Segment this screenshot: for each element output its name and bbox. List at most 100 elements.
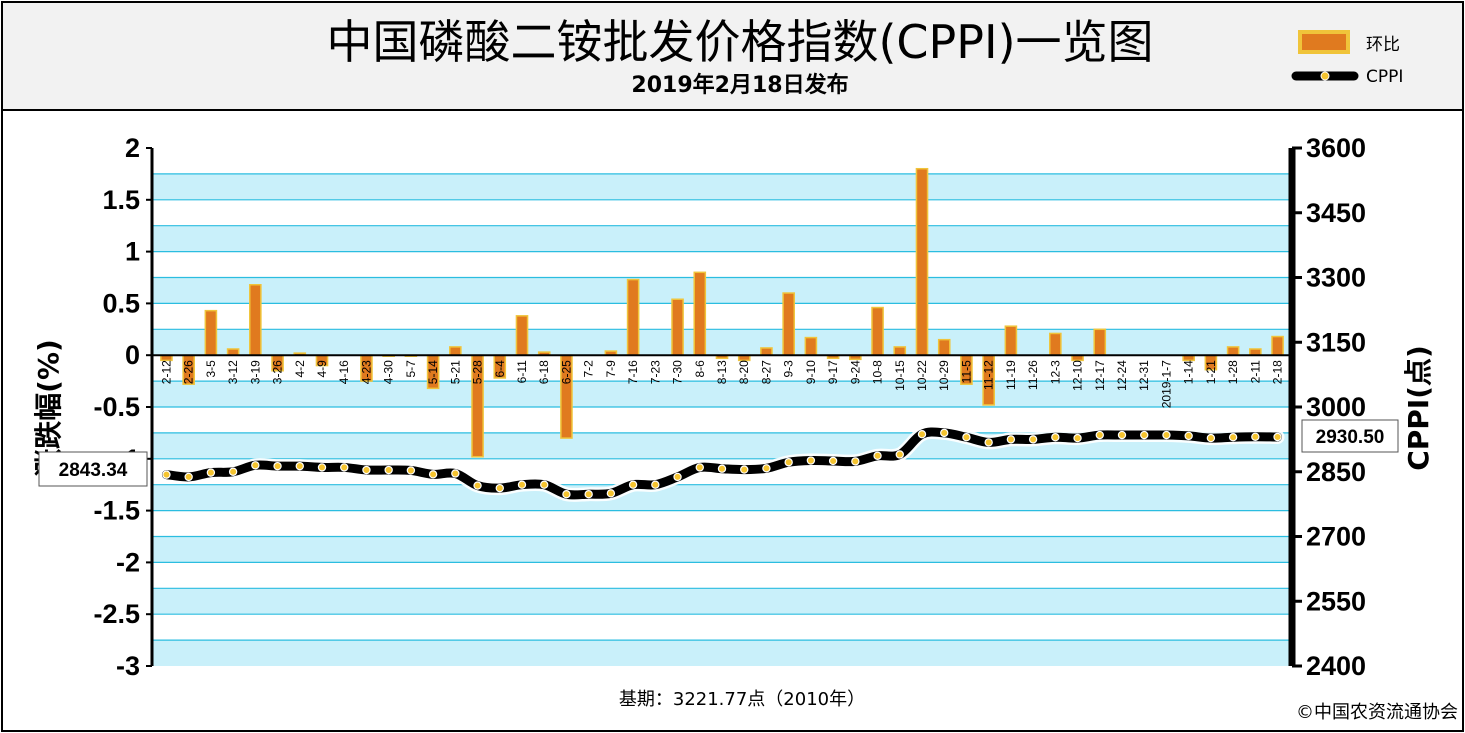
x-tick-label: 8-20	[737, 360, 751, 384]
x-tick-label: 4-16	[337, 360, 351, 384]
cppi-point-3-5	[206, 468, 216, 477]
bar-7-30	[671, 298, 684, 356]
cppi-point-3-26	[273, 461, 282, 471]
chart-frame	[1, 109, 1464, 732]
bar-6-11	[515, 315, 529, 356]
cppi-point-11-26	[1028, 435, 1038, 444]
bar-11-19	[1004, 325, 1018, 356]
bar-12-17	[1093, 328, 1107, 356]
line-series	[159, 425, 1285, 502]
bar-9-10	[804, 336, 818, 356]
cppi-point-1-14	[1184, 431, 1193, 441]
left-tick-label: 1.5	[102, 185, 140, 215]
right-tick-label: 3000	[1306, 392, 1366, 422]
left-tick-label: 0.5	[102, 288, 140, 318]
cppi-point-9-24	[851, 457, 860, 466]
x-tick-label: 12-31	[1137, 360, 1151, 391]
x-tick-label: 11-19	[1004, 360, 1018, 390]
x-tick-label: 2-26	[182, 360, 196, 384]
cppi-point-10-8	[873, 451, 882, 460]
cppi-point-6-4	[495, 483, 504, 493]
x-tick-label: 5-14	[426, 360, 440, 384]
x-tick-label: 8-13	[715, 360, 729, 384]
x-tick-label: 4-30	[382, 360, 396, 384]
bar-7-16	[626, 278, 640, 356]
cppi-point-8-13	[717, 464, 727, 473]
left-tick-label: 1	[125, 237, 140, 267]
plot-band	[152, 355, 1292, 382]
x-tick-label: 2-12	[159, 360, 173, 384]
x-tick-label: 6-11	[515, 360, 529, 383]
cppi-point-7-2	[584, 489, 593, 499]
cppi-point-2-11	[1251, 432, 1260, 441]
x-tick-label: 9-24	[848, 360, 862, 384]
x-tick-label: 3-12	[226, 360, 240, 384]
cppi-point-11-5	[962, 433, 971, 442]
x-tick-label: 11-12	[982, 360, 996, 390]
x-tick-label: 9-3	[782, 360, 796, 378]
right-axis-title: CPPI(点)	[1402, 345, 1435, 471]
cppi-point-9-10	[806, 456, 816, 465]
cppi-point-8-20	[740, 465, 749, 474]
x-tick-label: 2-18	[1271, 360, 1285, 384]
cppi-point-4-9	[317, 463, 327, 472]
cppi-point-12-17	[1095, 430, 1104, 440]
left-tick-label: -0.5	[93, 392, 140, 422]
x-tick-label: 2019-1-7	[1159, 360, 1173, 408]
left-tick-label: -3	[116, 651, 140, 681]
plot-band	[152, 614, 1292, 641]
right-tick-label: 3450	[1306, 198, 1366, 228]
end-value-box	[1301, 419, 1399, 453]
cppi-point-5-21	[451, 469, 460, 478]
left-tick-label: -2	[116, 547, 140, 577]
plot-band	[152, 588, 1292, 615]
cppi-point-11-19	[1006, 435, 1016, 444]
x-tick-label: 5-21	[448, 360, 462, 384]
cppi-point-3-19	[251, 461, 260, 470]
cppi-point-7-23	[651, 480, 660, 489]
plot-band	[152, 251, 1292, 278]
cppi-point-1-28	[1228, 433, 1238, 442]
plot-band	[152, 329, 1292, 356]
cppi-point-11-12	[984, 438, 993, 447]
x-tick-label: 6-25	[559, 360, 573, 384]
x-tick-label: 3-5	[204, 360, 218, 378]
cppi-point-1-21	[1206, 433, 1216, 443]
x-tick-label: 2-11	[1248, 360, 1262, 383]
bar-3-5	[204, 309, 218, 356]
x-tick-label: 6-4	[493, 360, 507, 378]
cppi-point-3-12	[228, 467, 238, 476]
cppi-point-10-15	[895, 450, 904, 459]
cppi-point-12-10	[1073, 433, 1082, 443]
x-tick-label: 11-26	[1026, 360, 1040, 390]
end-value-text: 2930.50	[1316, 427, 1385, 448]
copyright-note: ©中国农资流通协会	[1296, 702, 1458, 723]
x-tick-label: 12-3	[1048, 360, 1062, 384]
legend-line-label: CPPI	[1366, 67, 1403, 87]
bar-10-29	[937, 338, 951, 356]
start-value-box	[38, 451, 148, 487]
x-tick-label: 1-14	[1182, 360, 1196, 384]
x-tick-label: 7-2	[582, 360, 596, 378]
x-tick-label: 6-18	[537, 360, 551, 384]
start-value-label: 2843.34	[38, 451, 148, 487]
x-tick-label: 12-24	[1115, 360, 1129, 391]
plot-band	[152, 381, 1292, 407]
cppi-point-2-12	[162, 470, 171, 479]
cppi-point-9-17	[828, 456, 838, 466]
right-tick-label: 2550	[1306, 586, 1366, 616]
x-tick-label: 10-22	[915, 360, 929, 391]
x-tick-label: 1-21	[1204, 360, 1218, 384]
cppi-point-6-25	[562, 489, 571, 499]
x-tick-label: 12-17	[1093, 360, 1107, 391]
cppi-point-2-26	[184, 472, 193, 482]
bar-8-27	[760, 347, 773, 356]
x-tick-label: 11-5	[959, 360, 973, 383]
left-tick-label: 0	[125, 340, 140, 370]
left-tick-label: -2.5	[93, 599, 140, 629]
plot-band	[152, 277, 1292, 304]
cppi-point-5-7	[406, 466, 416, 475]
x-tick-label: 1-28	[1226, 360, 1240, 384]
cppi-point-12-24	[1117, 430, 1127, 440]
